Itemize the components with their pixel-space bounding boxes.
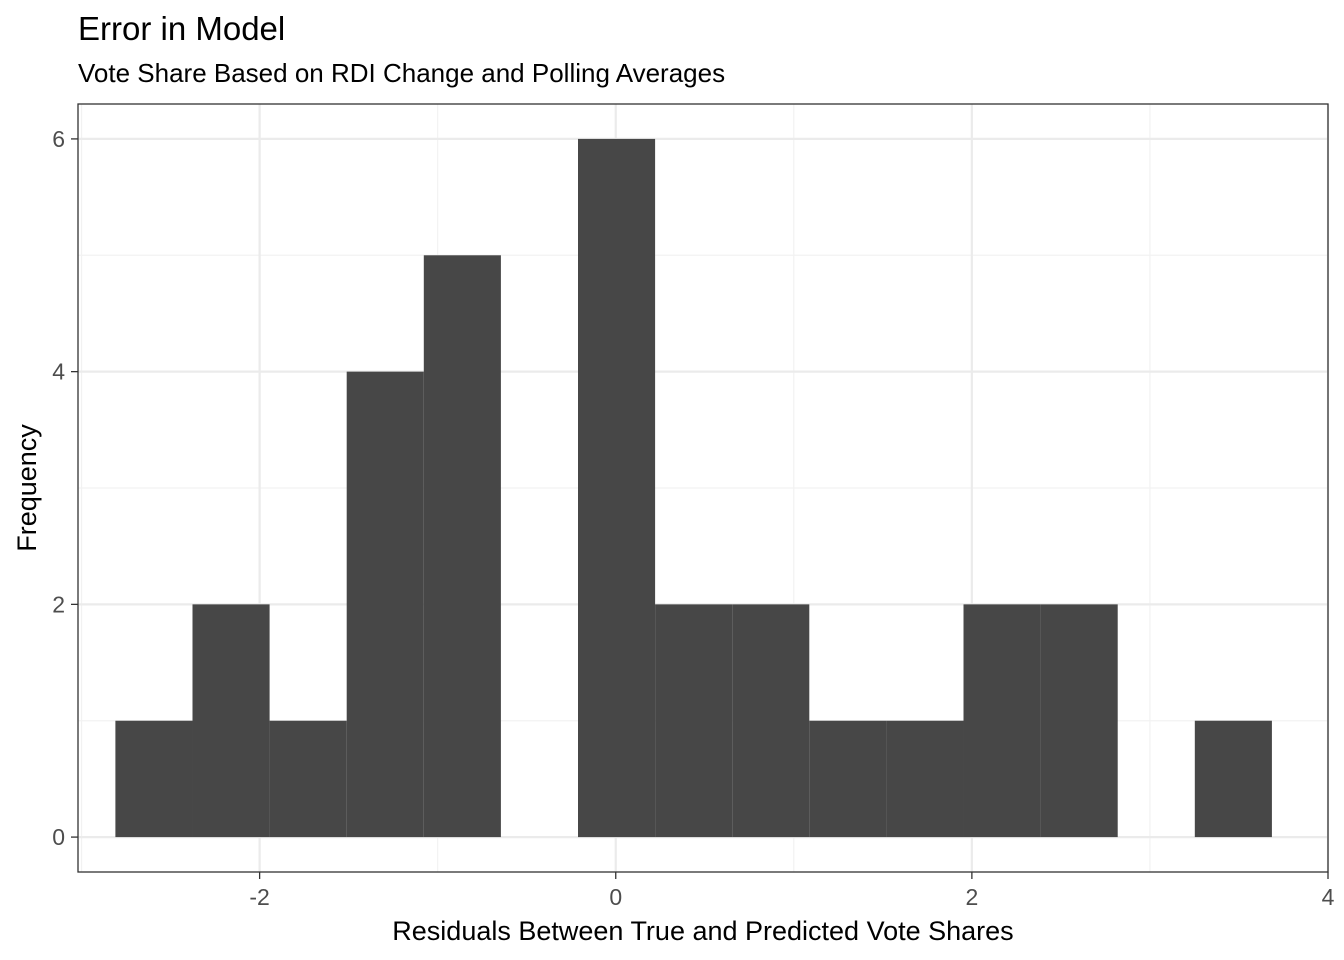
x-axis-label: Residuals Between True and Predicted Vot…: [392, 916, 1013, 946]
histogram-bar-8: [655, 604, 733, 838]
chart-subtitle: Vote Share Based on RDI Change and Polli…: [78, 58, 725, 88]
histogram-bar-9: [732, 604, 810, 838]
histogram-bar-13: [1040, 604, 1118, 838]
histogram-bar-1: [115, 720, 193, 838]
histogram-bar-15: [1194, 720, 1272, 838]
histogram-bar-3: [269, 720, 347, 838]
x-tick-label: 4: [1322, 884, 1335, 910]
y-tick-label: 6: [52, 126, 65, 152]
histogram-bars: [115, 138, 1272, 838]
y-tick-label: 0: [52, 824, 65, 850]
axes: -2 0 2 4 0 2 4 6: [52, 126, 1334, 910]
y-axis-label: Frequency: [12, 424, 42, 552]
histogram-bar-11: [886, 720, 964, 838]
x-tick-label: -2: [249, 884, 269, 910]
histogram-bar-5: [423, 255, 501, 838]
histogram-bar-10: [809, 720, 887, 838]
histogram-bar-7: [578, 138, 656, 838]
x-tick-label: 2: [965, 884, 978, 910]
histogram-bar-12: [963, 604, 1041, 838]
chart-title: Error in Model: [78, 10, 285, 47]
histogram-bar-4: [346, 371, 424, 838]
x-tick-label: 0: [609, 884, 622, 910]
histogram-bar-2: [192, 604, 270, 838]
y-tick-label: 2: [52, 591, 65, 617]
y-tick-label: 4: [52, 359, 65, 385]
panel-border: [77, 103, 1329, 873]
